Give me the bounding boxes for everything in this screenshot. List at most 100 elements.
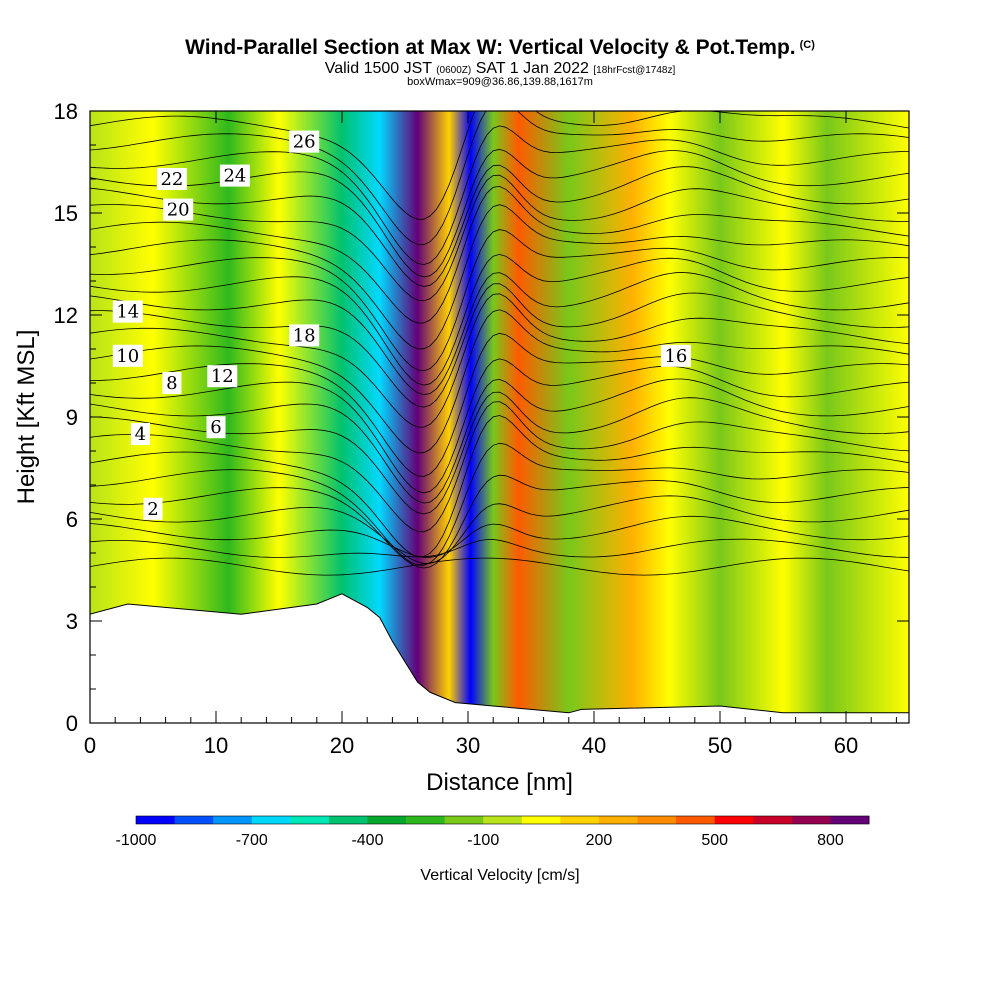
isentrope-line bbox=[90, 272, 909, 396]
x-tick-label: 0 bbox=[84, 733, 96, 758]
colorbar-swatch bbox=[791, 816, 831, 824]
copyright-mark: (C) bbox=[799, 39, 815, 51]
isentrope-line bbox=[90, 538, 909, 558]
colorbar-tick-label: 800 bbox=[817, 832, 844, 849]
y-tick-label: 12 bbox=[54, 303, 78, 328]
contour-label-box bbox=[143, 497, 163, 520]
colorbar-tick-label: -100 bbox=[467, 832, 499, 849]
valid-date: SAT 1 Jan 2022 bbox=[475, 60, 589, 77]
colorbar-swatch bbox=[676, 816, 716, 824]
x-axis-label: Distance [nm] bbox=[426, 769, 573, 796]
contour-label-box bbox=[289, 324, 320, 347]
isentrope-line bbox=[90, 111, 909, 220]
chart-title-text: Wind-Parallel Section at Max W: Vertical… bbox=[185, 36, 796, 59]
contour-label-box bbox=[219, 164, 250, 187]
colorbar-tick-label: -400 bbox=[351, 832, 383, 849]
isentrope-line bbox=[90, 125, 909, 266]
contour-label-box bbox=[660, 344, 691, 367]
isentrope-line bbox=[90, 174, 909, 302]
isentrope-line bbox=[90, 309, 909, 454]
terrain-mask bbox=[90, 593, 909, 723]
isentrope-line bbox=[90, 442, 909, 566]
valid-prefix: Valid 1500 JST bbox=[324, 60, 432, 77]
colorbar-swatch bbox=[213, 816, 253, 824]
contour-label: 8 bbox=[166, 373, 177, 394]
isentrope-line bbox=[90, 111, 909, 246]
isentrope-line bbox=[90, 358, 909, 494]
colorbar-frame bbox=[135, 815, 870, 825]
colorbar-swatch bbox=[174, 816, 214, 824]
isentrope-line bbox=[90, 474, 909, 569]
colorbar-swatch bbox=[251, 816, 291, 824]
colorbar-swatch bbox=[521, 816, 561, 824]
chart-title: Wind-Parallel Section at Max W: Vertical… bbox=[0, 36, 1000, 60]
isentrope-line bbox=[90, 293, 909, 428]
colorbar-swatch bbox=[328, 816, 368, 824]
colorbar-swatch bbox=[406, 816, 446, 824]
y-tick-label: 3 bbox=[66, 609, 78, 634]
colorbar-swatch bbox=[444, 816, 484, 824]
colorbar-swatch bbox=[136, 816, 176, 824]
contour-label: 24 bbox=[223, 166, 246, 187]
isentrope-line bbox=[90, 164, 909, 287]
x-tick-label: 50 bbox=[708, 733, 732, 758]
isentrope-line bbox=[90, 253, 909, 386]
isentrope-line bbox=[90, 229, 909, 372]
colorbar-swatch bbox=[714, 816, 754, 824]
contour-label: 12 bbox=[211, 366, 234, 387]
isentrope-line bbox=[90, 401, 909, 533]
contour-label: 2 bbox=[147, 499, 158, 520]
contour-label-box bbox=[112, 300, 143, 323]
contour-label: 4 bbox=[135, 424, 146, 445]
contour-label-box bbox=[207, 365, 238, 388]
colorbar-tick-label: -700 bbox=[236, 832, 268, 849]
contour-label-box bbox=[206, 416, 226, 439]
isentrope-line bbox=[90, 557, 909, 576]
colorbar-swatch bbox=[830, 816, 870, 824]
contour-label: 22 bbox=[160, 169, 183, 190]
valid-time-line: Valid 1500 JST (0600Z) SAT 1 Jan 2022 [1… bbox=[0, 60, 1000, 78]
x-tick-label: 60 bbox=[834, 733, 858, 758]
colorbar-swatch bbox=[598, 816, 639, 824]
isentrope-line bbox=[90, 332, 909, 477]
isentrope-line bbox=[90, 391, 909, 515]
contour-label-box bbox=[156, 168, 187, 190]
contour-label: 14 bbox=[116, 302, 139, 323]
contour-label: 6 bbox=[210, 417, 221, 438]
x-tick-label: 10 bbox=[204, 733, 228, 758]
isentrope-line bbox=[90, 495, 909, 564]
contour-label: 26 bbox=[293, 132, 316, 153]
colorbar-swatch bbox=[367, 816, 407, 824]
colorbar-tick-label: 200 bbox=[586, 832, 613, 849]
contour-label-box bbox=[130, 423, 150, 445]
potential-temperature-contours bbox=[90, 111, 909, 576]
contour-label: 18 bbox=[293, 325, 316, 346]
contour-label: 10 bbox=[116, 346, 139, 367]
contour-label-box bbox=[289, 130, 320, 153]
colorbar-swatch bbox=[637, 816, 677, 824]
contour-label: 20 bbox=[167, 200, 190, 221]
colorbar: -1000 -700 -400 -100 200 500 800 Vertical Veloc… bbox=[116, 815, 870, 884]
colorbar-swatch bbox=[560, 816, 600, 824]
isentrope-line bbox=[90, 204, 909, 350]
contour-label-box bbox=[163, 198, 194, 221]
y-tick-label: 9 bbox=[66, 405, 78, 430]
y-tick-label: 0 bbox=[66, 711, 78, 736]
colorbar-swatch bbox=[483, 816, 523, 824]
x-tick-label: 30 bbox=[456, 733, 480, 758]
x-tick-label: 40 bbox=[582, 733, 606, 758]
contour-label-box bbox=[112, 344, 143, 367]
y-tick-label: 15 bbox=[54, 201, 78, 226]
contour-label: 16 bbox=[664, 346, 687, 367]
valid-zulu: (0600Z) bbox=[436, 65, 472, 76]
isentrope-line bbox=[90, 185, 909, 324]
box-wmax-line: boxWmax=909@36.86,139.88,1617m bbox=[407, 76, 593, 88]
colorbar-swatch bbox=[753, 816, 793, 824]
y-axis-label: Height [Kft MSL] bbox=[13, 330, 40, 505]
y-tick-label: 18 bbox=[54, 99, 78, 124]
colorbar-tick-label: -1000 bbox=[116, 832, 157, 849]
isentrope-line bbox=[90, 415, 909, 557]
x-tick-label: 20 bbox=[330, 733, 354, 758]
